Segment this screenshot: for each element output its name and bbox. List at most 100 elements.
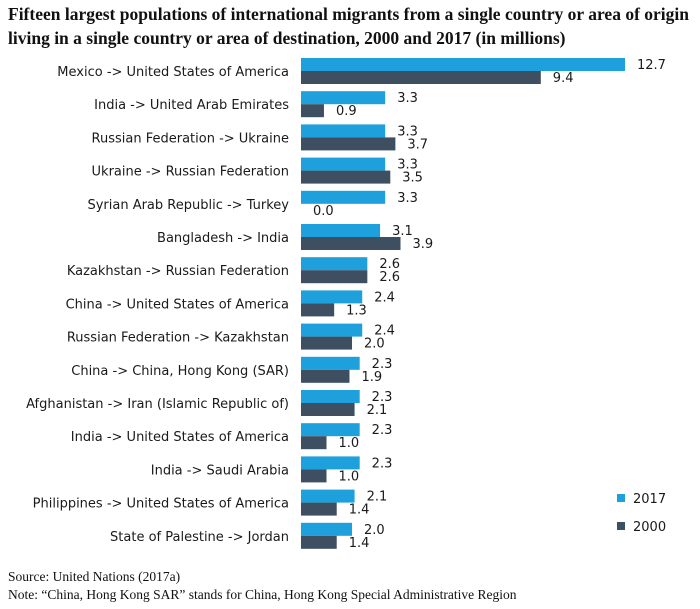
bar-2000 (301, 336, 353, 350)
data-label-2017: 3.3 (397, 124, 418, 139)
legend-swatch (617, 494, 625, 502)
bar-group-china-united-states-of-america: China -> United States of America 2.4 1.3 (66, 290, 395, 318)
category-label: India -> Saudi Arabia (151, 463, 289, 478)
data-label-2000: 3.7 (407, 137, 428, 152)
bar-group-china-china-hong-kong-sar: China -> China, Hong Kong (SAR) 2.31.9 (71, 356, 393, 385)
chart-title-line-1: Fifteen largest populations of internati… (8, 4, 689, 24)
bar-2000 (301, 71, 541, 84)
bar-2000 (301, 469, 327, 483)
chart-footer: Source: United Nations (2017a) Note: “Ch… (8, 568, 698, 604)
legend-swatch (617, 522, 625, 530)
data-label-2017: 2.3 (372, 456, 393, 471)
bar-2000 (301, 403, 355, 416)
category-label: China -> United States of America (66, 297, 289, 312)
data-label-2017: 3.3 (397, 91, 418, 106)
bar-2017 (301, 257, 368, 271)
bar-2017 (301, 190, 386, 204)
source-note: Source: United Nations (2017a) (8, 569, 181, 584)
bar-group-philippines-united-states-of-america: Philippines -> United States of America 2… (33, 489, 388, 518)
category-label: Afghanistan -> Iran (Islamic Republic of… (26, 397, 289, 412)
legend-item-2017: 2017 (617, 492, 666, 507)
bar-group-india-united-states-of-america: India -> United States of America 2.3 1.0 (71, 423, 393, 451)
data-label-2017: 2.3 (372, 423, 393, 438)
data-label-2017: 2.0 (364, 523, 385, 538)
data-label-2000: 0.0 (313, 204, 334, 219)
bar-2000 (301, 237, 401, 250)
bar-group-russian-federation-ukraine: Russian Federation -> Ukraine 3.33.7 (92, 124, 429, 152)
bar-2000 (301, 436, 327, 450)
bar-2000 (301, 270, 368, 284)
category-label: Russian Federation -> Ukraine (92, 131, 289, 146)
data-label-2000: 2.0 (364, 337, 385, 352)
bar-2017 (301, 91, 386, 105)
category-label: India -> United States of America (71, 430, 289, 445)
legend-label: 2017 (633, 492, 666, 507)
bar-chart: Mexico -> United States of America 12.7 9.… (26, 58, 666, 551)
category-label: Bangladesh -> India (157, 231, 289, 246)
data-label-2017: 3.3 (397, 158, 418, 173)
data-label-2000: 1.4 (349, 503, 370, 518)
data-label-2000: 1.4 (349, 536, 370, 551)
category-label: Philippines -> United States of America (33, 497, 289, 512)
bar-2017 (301, 290, 363, 304)
category-label: Syrian Arab Republic -> Turkey (87, 198, 289, 213)
bar-2000 (301, 502, 337, 516)
bar-2017 (301, 390, 360, 403)
bar-group-russian-federation-kazakhstan: Russian Federation -> Kazakhstan 2.42.0 (67, 323, 395, 352)
bar-2017 (301, 489, 355, 503)
bar-2017 (301, 323, 363, 337)
data-label-2000: 2.6 (379, 270, 400, 285)
bar-2000 (301, 369, 350, 383)
data-label-2000: 1.3 (346, 303, 367, 318)
bar-group-afghanistan-iran-islamic-republic-of: Afghanistan -> Iran (Islamic Republic of… (26, 390, 392, 418)
chart-title: Fifteen largest populations of internati… (8, 2, 698, 50)
data-label-2017: 2.6 (379, 257, 400, 272)
bar-group-india-united-arab-emirates: India -> United Arab Emirates 3.3 0.9 (94, 91, 418, 119)
bar-group-bangladesh-india: Bangladesh -> India 3.13.9 (157, 224, 433, 252)
bar-group-india-saudi-arabia: India -> Saudi Arabia 2.3 1.0 (151, 456, 393, 484)
bar-2000 (301, 137, 396, 151)
legend-label: 2000 (633, 520, 666, 535)
data-label-2017: 2.3 (372, 390, 393, 405)
data-label-2000: 1.0 (339, 469, 360, 484)
bar-2017 (301, 124, 386, 138)
bar-2017 (301, 157, 386, 171)
bar-2017 (301, 522, 353, 536)
category-label: Russian Federation -> Kazakhstan (67, 331, 289, 346)
data-label-2000: 3.9 (412, 237, 433, 252)
bar-2000 (301, 104, 324, 118)
bar-group-state-of-palestine-jordan: State of Palestine -> Jordan 2.01.4 (110, 522, 385, 551)
footnote: Note: “China, Hong Kong SAR” stands for … (8, 587, 517, 602)
data-label-2017: 2.3 (372, 357, 393, 372)
data-label-2017: 2.1 (367, 490, 388, 505)
bar-2017 (301, 224, 381, 237)
bar-2017 (301, 356, 360, 370)
bar-group-mexico-united-states-of-america: Mexico -> United States of America 12.7 9.… (57, 58, 666, 86)
category-label: Mexico -> United States of America (57, 65, 289, 80)
data-label-2017: 3.1 (392, 224, 413, 239)
data-label-2000: 1.0 (339, 436, 360, 451)
chart-title-line-2: living in a single country or area of de… (8, 28, 566, 48)
bar-group-ukraine-russian-federation: Ukraine -> Russian Federation 3.33.5 (92, 157, 423, 186)
data-label-2017: 2.4 (374, 290, 395, 305)
bar-2000 (301, 170, 391, 184)
bar-2017 (301, 423, 360, 437)
data-label-2000: 2.1 (367, 403, 388, 418)
category-label: State of Palestine -> Jordan (110, 530, 289, 545)
data-label-2017: 12.7 (637, 58, 666, 73)
legend-item-2000: 2000 (617, 520, 666, 535)
bar-2000 (301, 303, 335, 317)
data-label-2000: 0.9 (336, 104, 357, 119)
bar-2000 (301, 535, 337, 549)
bar-2017 (301, 58, 625, 71)
data-label-2017: 2.4 (374, 324, 395, 339)
category-label: India -> United Arab Emirates (94, 98, 289, 113)
category-label: Ukraine -> Russian Federation (92, 165, 289, 180)
bar-2017 (301, 456, 360, 470)
data-label-2017: 3.3 (397, 191, 418, 206)
category-label: Kazakhstan -> Russian Federation (67, 264, 289, 279)
bar-group-syrian-arab-republic-turkey: Syrian Arab Republic -> Turkey 3.3 0.0 (87, 190, 418, 219)
category-label: China -> China, Hong Kong (SAR) (71, 364, 289, 379)
data-label-2000: 9.4 (553, 71, 574, 86)
bar-group-kazakhstan-russian-federation: Kazakhstan -> Russian Federation 2.62.6 (67, 257, 400, 285)
